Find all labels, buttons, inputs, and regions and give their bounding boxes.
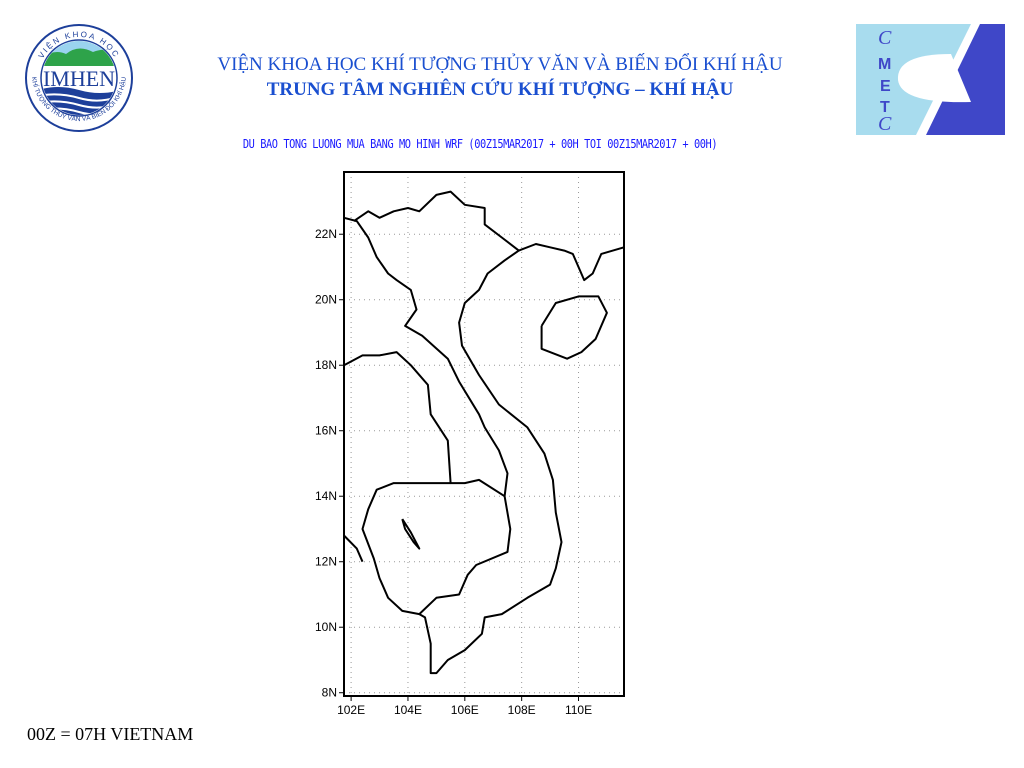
time-note: 00Z = 07H VIETNAM [27,724,194,744]
lon-tick-label: 108E [508,703,536,717]
cmetc-logo: C M E T C [856,24,1005,135]
cambodia-border [361,482,451,616]
vietnam-outline [343,190,563,675]
map-title: DU BAO TONG LUONG MUA BANG MO HINH WRF (… [242,137,718,151]
lat-tick-label: 14N [315,489,337,503]
tonle-sap-lake [401,518,421,550]
lat-tick-label: 22N [315,227,337,241]
svg-text:C: C [878,113,892,135]
lon-tick-label: 102E [337,703,365,717]
svg-text:M: M [878,56,891,73]
laos-border [343,351,506,498]
svg-text:IMHEN: IMHEN [43,66,115,91]
imhen-logo: IMHEN VIỆN KHOA HỌC KHÍ TƯỢNG THỦY VĂN V… [25,24,133,132]
lat-tick-label: 18N [315,358,337,372]
lat-tick-label: 16N [315,424,337,438]
lat-tick-label: 20N [315,293,337,307]
lat-tick-label: 8N [322,686,337,700]
coastlines-borders [343,190,625,675]
lat-tick-label: 12N [315,555,337,569]
lon-tick-label: 106E [451,703,479,717]
lon-tick-label: 110E [565,703,592,717]
map-frame [343,171,625,697]
center-name: TRUNG TÂM NGHIÊN CỨU KHÍ TƯỢNG – KHÍ HẬU [266,79,734,100]
lat-tick-label: 10N [315,620,337,634]
thailand-coast [343,534,364,563]
lon-tick-label: 104E [394,703,422,717]
hainan-island [540,295,608,360]
svg-text:E: E [880,78,891,95]
china-coast [518,243,625,282]
svg-text:C: C [878,27,892,49]
svg-text:T: T [880,99,890,116]
institute-name: VIỆN KHOA HỌC KHÍ TƯỢNG THỦY VĂN VÀ BIẾN… [217,54,783,75]
